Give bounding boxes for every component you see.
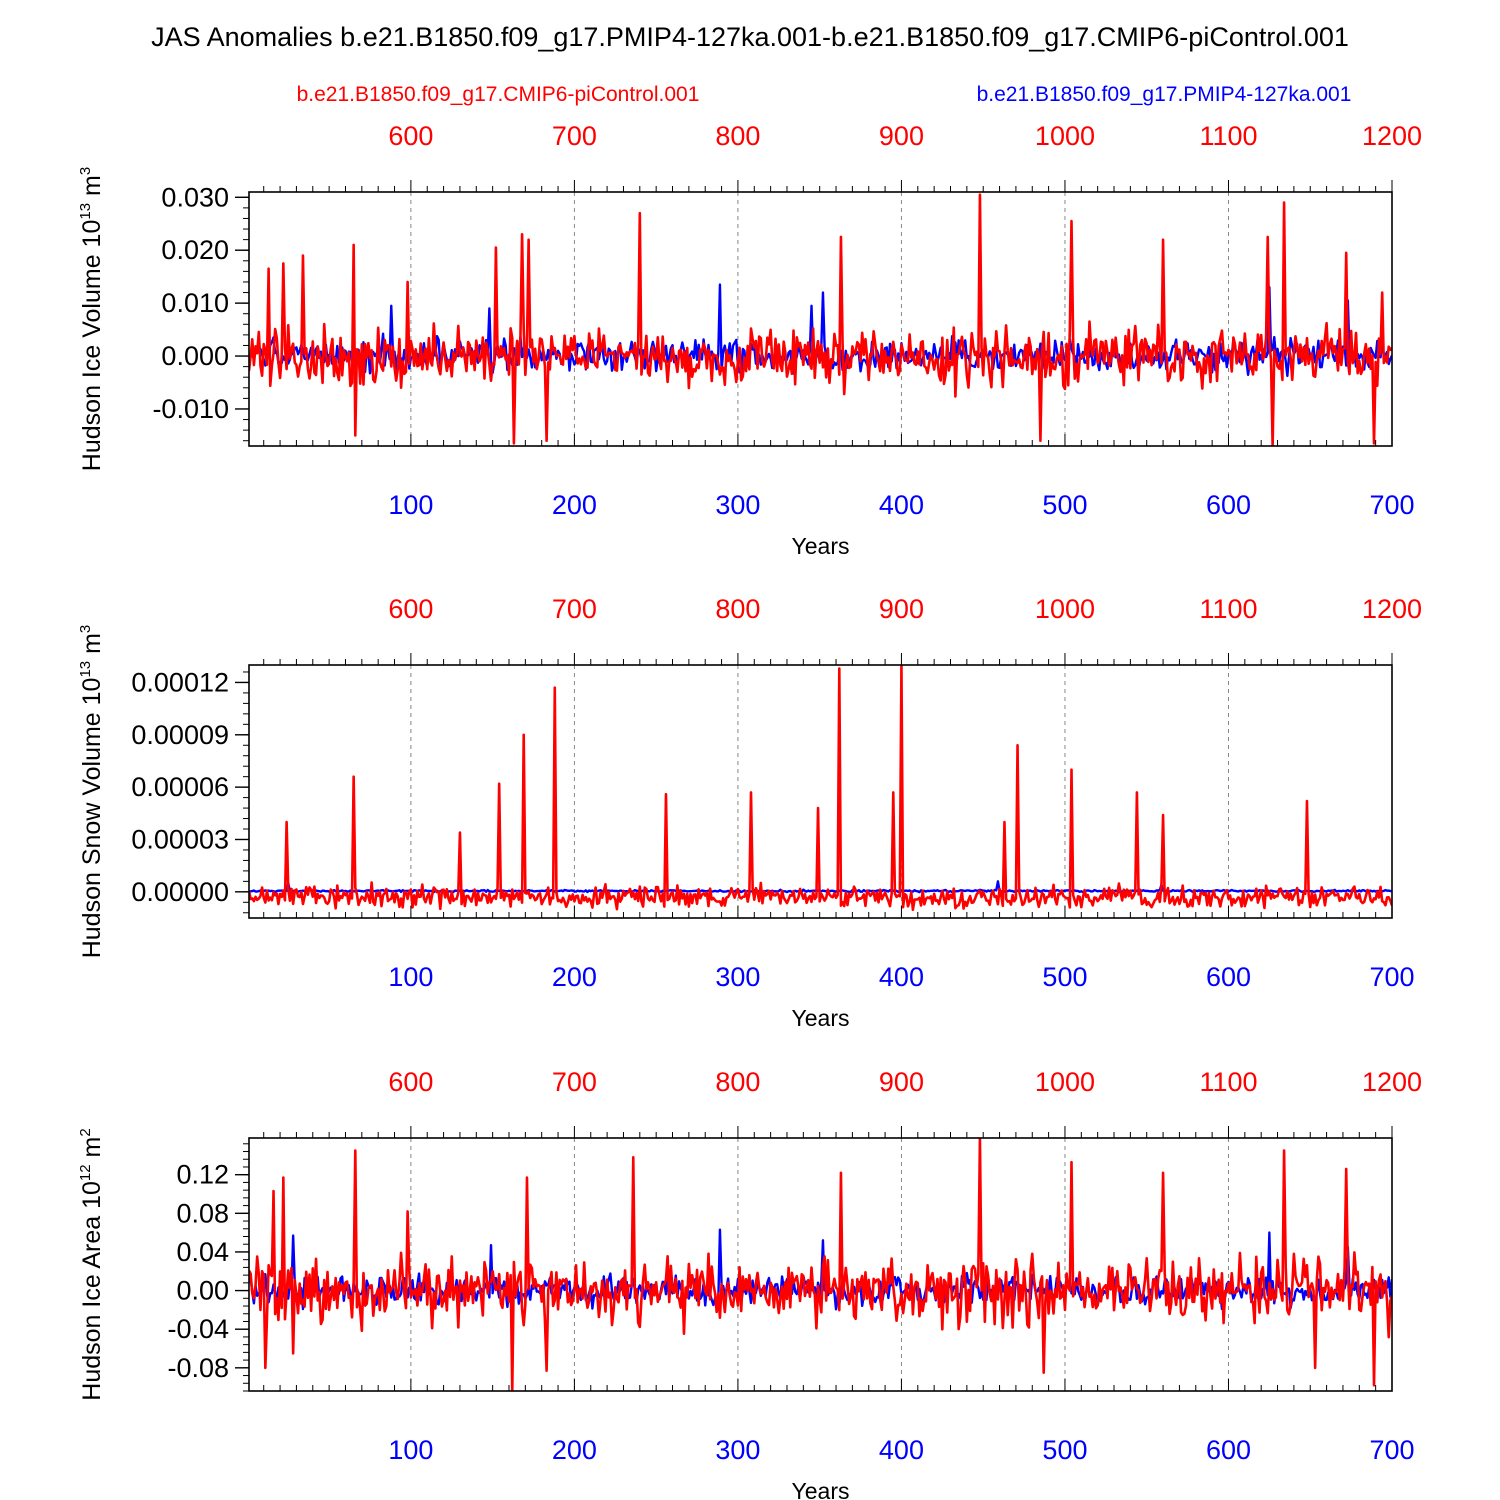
y-tick-label: 0.00 [176,1276,229,1306]
x-top-tick-label: 900 [879,594,924,624]
x-top-tick-label: 800 [715,594,760,624]
x-top-tick-label: 1000 [1035,121,1095,151]
x-top-tick-label: 900 [879,1067,924,1097]
x-bottom-tick-label: 400 [879,490,924,520]
x-bottom-tick-label: 700 [1369,490,1414,520]
x-top-tick-label: 600 [388,1067,433,1097]
y-tick-label: 0.000 [161,341,229,371]
y-tick-label: 0.00012 [131,667,229,697]
plot-frame [248,1137,1393,1392]
x-top-tick-label: 1200 [1362,1067,1422,1097]
x-bottom-tick-label: 100 [388,962,433,992]
x-bottom-tick-label: 200 [552,962,597,992]
x-axis-label: Years [792,533,850,559]
x-top-tick-label: 900 [879,121,924,151]
legend-picontrol: b.e21.B1850.f09_g17.CMIP6-piControl.001 [297,83,700,106]
x-top-tick-label: 800 [715,121,760,151]
series-line-picontrol [249,1138,1392,1391]
x-top-tick-label: 1000 [1035,594,1095,624]
y-tick-label: 0.04 [176,1237,229,1267]
y-tick-label: 0.08 [176,1198,229,1228]
figure-title: JAS Anomalies b.e21.B1850.f09_g17.PMIP4-… [151,22,1349,52]
x-top-tick-label: 1100 [1199,121,1257,151]
y-tick-label: 0.00003 [131,824,229,854]
x-bottom-tick-label: 200 [552,490,597,520]
chart-panel-2: 0.00000 0.00003 0.00006 0.00009 0.00012 100 20… [77,594,1422,1031]
x-bottom-tick-label: 200 [552,1435,597,1465]
x-bottom-tick-label: 100 [388,1435,433,1465]
x-bottom-tick-label: 400 [879,962,924,992]
x-bottom-tick-label: 300 [715,1435,760,1465]
x-top-tick-label: 800 [715,1067,760,1097]
x-bottom-tick-label: 300 [715,490,760,520]
chart-panel-1: -0.010 0.000 0.010 0.020 0.030 100 200 300 400 50… [77,121,1422,559]
y-tick-label: 0.020 [161,235,229,265]
y-axis-label: Hudson Ice Volume 1013 m3 [77,167,106,471]
x-bottom-tick-label: 500 [1042,1435,1087,1465]
y-tick-label: 0.030 [161,182,229,212]
legend-127ka: b.e21.B1850.f09_g17.PMIP4-127ka.001 [977,83,1352,106]
x-bottom-tick-label: 700 [1369,962,1414,992]
chart-panel-3: -0.08 -0.04 0.00 0.04 0.08 0.12 100 200 300 400 50… [77,1067,1422,1500]
x-bottom-tick-label: 700 [1369,1435,1414,1465]
x-top-tick-label: 1200 [1362,594,1422,624]
x-top-tick-label: 700 [552,1067,597,1097]
x-bottom-tick-label: 400 [879,1435,924,1465]
x-bottom-tick-label: 600 [1206,490,1251,520]
plot-frame [248,664,1393,919]
x-bottom-tick-label: 100 [388,490,433,520]
x-top-tick-label: 600 [388,594,433,624]
plot-frame [248,191,1393,447]
series-line-picontrol [249,193,1392,446]
x-axis-label: Years [792,1005,850,1031]
x-bottom-tick-label: 500 [1042,490,1087,520]
y-tick-label: 0.12 [176,1160,229,1190]
x-top-tick-label: 1000 [1035,1067,1095,1097]
x-top-tick-label: 1100 [1199,1067,1257,1097]
x-top-tick-label: 700 [552,121,597,151]
y-tick-label: 0.010 [161,288,229,318]
y-tick-label: -0.04 [167,1314,229,1344]
x-bottom-tick-label: 300 [715,962,760,992]
y-axis-label: Hudson Snow Volume 1013 m3 [77,625,106,959]
y-axis-label: Hudson Ice Area 1012 m2 [77,1128,106,1400]
x-bottom-tick-label: 600 [1206,962,1251,992]
panels: -0.010 0.000 0.010 0.020 0.030 100 200 300 400 50… [77,121,1422,1500]
y-tick-label: 0.00006 [131,772,229,802]
x-top-tick-label: 1100 [1199,594,1257,624]
y-tick-label: 0.00000 [131,877,229,907]
x-top-tick-label: 1200 [1362,121,1422,151]
y-tick-label: 0.00009 [131,720,229,750]
x-top-tick-label: 700 [552,594,597,624]
x-top-tick-label: 600 [388,121,433,151]
x-bottom-tick-label: 600 [1206,1435,1251,1465]
series-line-picontrol [249,665,1392,912]
x-axis-label: Years [792,1478,850,1500]
y-tick-label: -0.010 [152,394,229,424]
y-tick-label: -0.08 [167,1353,229,1383]
x-bottom-tick-label: 500 [1042,962,1087,992]
